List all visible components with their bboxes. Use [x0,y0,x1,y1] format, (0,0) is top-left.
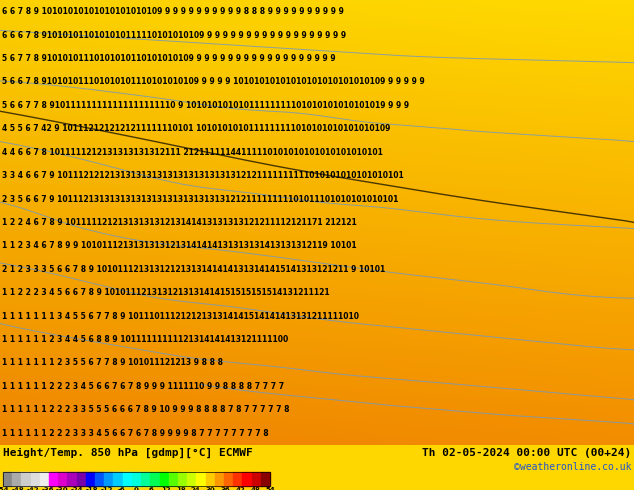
Text: 42: 42 [235,487,245,490]
Bar [169,472,178,486]
Text: 18: 18 [176,487,186,490]
Bar [233,472,242,486]
Bar [22,472,30,486]
Bar [187,472,197,486]
Text: 6 6 7 8 9 10101010101010101010109 9 9 9 9 9 9 9 9 9 9 8 8 8 9 9 9 9 9 9 9 9 9 9: 6 6 7 8 9 10101010101010101010109 9 9 9 … [2,7,344,16]
Bar [205,472,215,486]
Text: 0: 0 [134,487,139,490]
Text: 6 6 6 7 8 9101010110101010111110101010109 9 9 9 9 9 9 9 9 9 9 9 9 9 9 9 9 9 9: 6 6 6 7 8 910101011010101011111010101010… [2,31,346,40]
Bar [150,472,160,486]
Bar [58,472,67,486]
Text: 1 1 1 1 1 1 1 3 4 5 5 6 7 7 8 9 10111011121212131314141514141413131211111010: 1 1 1 1 1 1 1 3 4 5 5 6 7 7 8 9 10111011… [2,312,359,320]
Text: Height/Temp. 850 hPa [gdmp][°C] ECMWF: Height/Temp. 850 hPa [gdmp][°C] ECMWF [3,448,253,458]
Bar [160,472,169,486]
Text: 12: 12 [162,487,171,490]
Bar [113,472,123,486]
Text: 4 5 5 6 7 42 9 1011121212121211111110101 1010101010111111111010101010101010109: 4 5 5 6 7 42 9 1011121212121211111110101… [2,124,391,133]
Bar [178,472,187,486]
Bar [123,472,132,486]
Text: -12: -12 [101,487,113,490]
Bar [197,472,205,486]
Text: 2 1 2 3 3 3 5 6 6 7 8 9 101011121313121213131414141313141415141313121211 9 10101: 2 1 2 3 3 3 5 6 6 7 8 9 1010111213131212… [2,265,385,274]
Text: -54: -54 [0,487,10,490]
Text: -6: -6 [118,487,126,490]
Bar [95,472,104,486]
Text: -18: -18 [86,487,98,490]
Bar [141,472,150,486]
Text: -36: -36 [41,487,54,490]
Bar [132,472,141,486]
Text: -42: -42 [27,487,39,490]
Bar [252,472,261,486]
Bar [86,472,95,486]
Text: 1 1 1 1 1 1 2 3 4 4 5 6 8 8 9 10111111111121314141413121111100: 1 1 1 1 1 1 2 3 4 4 5 6 8 8 9 1011111111… [2,335,288,344]
Text: 1 1 2 3 4 6 7 8 9 9 10101112131313131213141414131313131413131312119 10101: 1 1 2 3 4 6 7 8 9 9 10101112131313131213… [2,242,356,250]
Bar [12,472,22,486]
Bar [77,472,86,486]
Text: 24: 24 [191,487,201,490]
Text: 36: 36 [221,487,230,490]
Text: 54: 54 [265,487,275,490]
Text: 1 2 2 4 6 7 8 9 1011111212131313131213141413131313121211112121171 212121: 1 2 2 4 6 7 8 9 101111121213131313121314… [2,218,357,227]
Bar [67,472,77,486]
Bar [40,472,49,486]
Bar [242,472,252,486]
Text: Th 02-05-2024 00:00 UTC (00+24): Th 02-05-2024 00:00 UTC (00+24) [422,448,631,458]
Text: 1 1 1 1 1 1 2 2 2 3 3 5 5 5 6 6 6 7 8 9 10 9 9 9 8 8 8 8 7 8 7 7 7 7 7 8: 1 1 1 1 1 1 2 2 2 3 3 5 5 5 6 6 6 7 8 9 … [2,405,290,414]
Text: 30: 30 [206,487,216,490]
Text: 1 1 1 1 1 1 1 2 3 5 5 6 7 7 8 9 101011121213 9 8 8 8: 1 1 1 1 1 1 1 2 3 5 5 6 7 7 8 9 10101112… [2,359,223,368]
Text: 1 1 2 2 2 3 4 5 6 6 7 8 9 1010111213131213131414151515151514131211121: 1 1 2 2 2 3 4 5 6 6 7 8 9 10101112131312… [2,288,330,297]
Bar [215,472,224,486]
Bar [49,472,58,486]
Text: -30: -30 [56,487,68,490]
Text: 2 3 5 6 6 7 9 10111213131313131313131313131313121211111111101011101010101010101: 2 3 5 6 6 7 9 10111213131313131313131313… [2,195,398,203]
Text: -24: -24 [71,487,84,490]
Text: 5 6 6 7 8 910101011101010101110101010109 9 9 9 9 10101010101010101010101010109 9: 5 6 6 7 8 910101011101010101110101010109… [2,77,425,86]
Text: 5 6 7 7 8 91010101110101010110101010109 9 9 9 9 9 9 9 9 9 9 9 9 9 9 9 9 9 9: 5 6 7 7 8 91010101110101010110101010109 … [2,54,335,63]
Bar [30,472,40,486]
Text: 3 3 4 6 6 7 9 101112121213131313131313131313131312121111111111010101010101010101: 3 3 4 6 6 7 9 10111212121313131313131313… [2,171,404,180]
Text: 1 1 1 1 1 1 2 2 2 3 4 5 6 6 7 6 7 8 9 9 9 1111110 9 9 8 8 8 8 7 7 7 7: 1 1 1 1 1 1 2 2 2 3 4 5 6 6 7 6 7 8 9 9 … [2,382,284,391]
Text: 1 1 1 1 1 1 2 2 2 3 3 3 4 5 6 6 7 6 7 8 9 9 9 9 8 7 7 7 7 7 7 7 7 8: 1 1 1 1 1 1 2 2 2 3 3 3 4 5 6 6 7 6 7 8 … [2,429,269,438]
Text: 5 6 6 7 7 8 910111111111111111111110 9 10101010101011111111101010101010101019 9 : 5 6 6 7 7 8 910111111111111111111110 9 1… [2,101,409,110]
Text: ©weatheronline.co.uk: ©weatheronline.co.uk [514,462,631,472]
Text: 4 4 6 6 7 8 1011111212131313131312111 21211111144111110101010101010101010101: 4 4 6 6 7 8 1011111212131313131312111 21… [2,147,383,157]
Text: 6: 6 [149,487,153,490]
Text: -48: -48 [11,487,24,490]
Bar [224,472,233,486]
Bar [104,472,113,486]
Bar [3,472,270,486]
Text: 48: 48 [250,487,260,490]
Bar [261,472,270,486]
Bar [3,472,12,486]
